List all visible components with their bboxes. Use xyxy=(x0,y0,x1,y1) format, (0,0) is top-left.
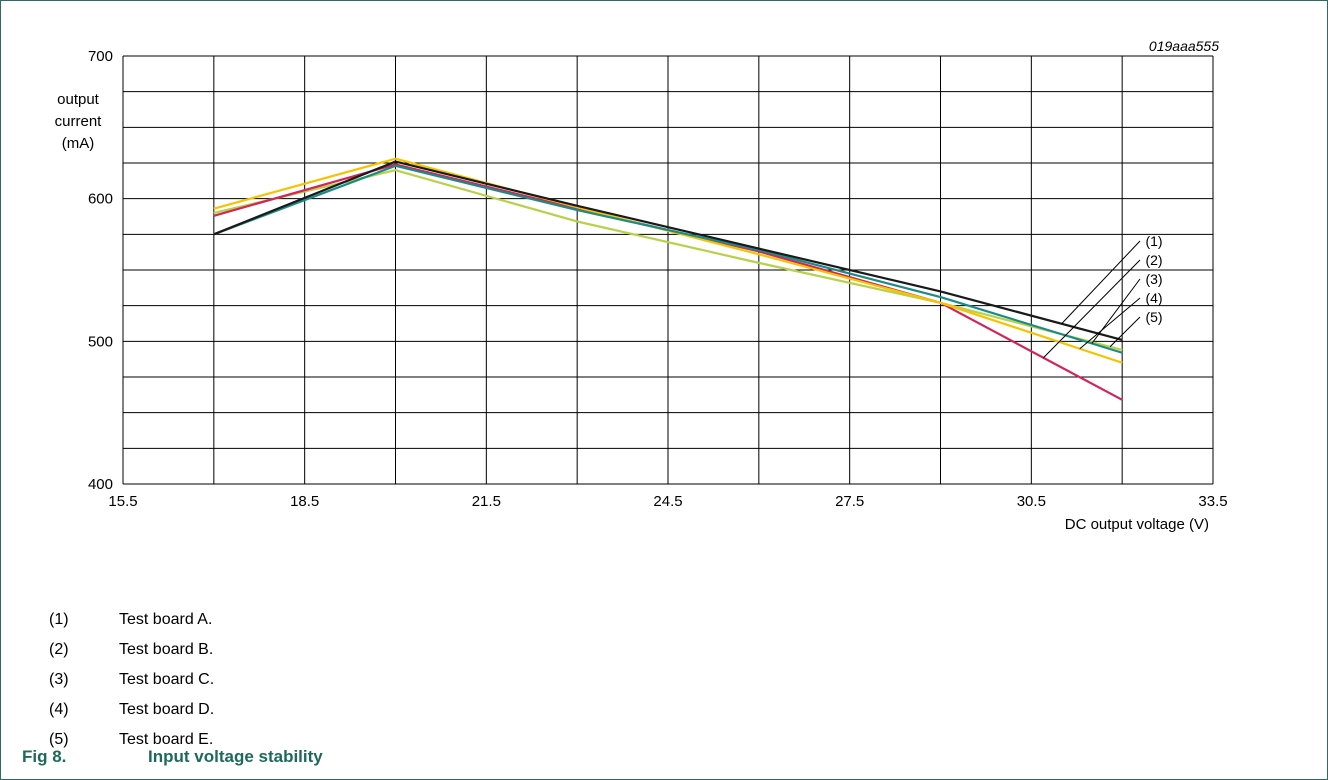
callout-leader-line xyxy=(1061,240,1141,325)
series-line xyxy=(213,160,1123,341)
y-tick-label: 400 xyxy=(88,476,113,493)
x-tick-label: 21.5 xyxy=(472,493,501,510)
series-lines xyxy=(213,157,1123,401)
x-tick-label: 27.5 xyxy=(835,493,864,510)
y-axis-label-line: (mA) xyxy=(62,135,95,152)
figure-title: Input voltage stability xyxy=(148,747,323,766)
legend-text: Test board A. xyxy=(119,611,213,628)
y-tick-label: 600 xyxy=(88,191,113,208)
series-callout-label: (4) xyxy=(1145,290,1162,306)
x-tick-label: 15.5 xyxy=(108,493,137,510)
y-axis-label-line: output xyxy=(57,91,100,108)
figure-number: Fig 8. xyxy=(22,747,67,766)
y-tick-label: 500 xyxy=(88,333,113,350)
x-tick-label: 18.5 xyxy=(290,493,319,510)
legend-text: Test board D. xyxy=(119,701,215,718)
callout-leader-line xyxy=(1109,316,1141,348)
legend-number: (2) xyxy=(49,641,69,658)
series-callout-label: (2) xyxy=(1145,252,1162,268)
figure-code: 019aaa555 xyxy=(1149,38,1219,54)
callout-leader-line xyxy=(1091,278,1141,344)
legend-number: (3) xyxy=(49,671,69,688)
series-line xyxy=(213,164,1123,354)
series-callout-label: (5) xyxy=(1145,309,1162,325)
legend-text: Test board E. xyxy=(119,731,214,748)
y-axis-label: output current (mA) xyxy=(55,91,103,152)
legend-number: (5) xyxy=(49,731,69,748)
series-callout-label: (1) xyxy=(1145,233,1162,249)
series-callouts: (1) (2) (3) (4) (5) xyxy=(1043,233,1163,359)
x-axis-label: DC output voltage (V) xyxy=(1065,516,1209,533)
line-chart: 15.5 18.5 21.5 24.5 27.5 30.5 33.5 400 500 600 700… xyxy=(55,38,1228,533)
figure-caption: Fig 8. Input voltage stability xyxy=(22,747,323,767)
x-tick-label: 24.5 xyxy=(653,493,682,510)
y-tick-label: 700 xyxy=(88,48,113,65)
grid xyxy=(122,55,1214,485)
callout-leader-line xyxy=(1043,259,1141,359)
legend-number: (1) xyxy=(49,611,69,628)
callout-leader-line xyxy=(1079,297,1141,350)
legend-text: Test board B. xyxy=(119,641,214,658)
legend-number: (4) xyxy=(49,701,69,718)
legend-text: Test board C. xyxy=(119,671,215,688)
x-tick-label: 33.5 xyxy=(1198,493,1227,510)
tick-labels: 15.5 18.5 21.5 24.5 27.5 30.5 33.5 400 500 600 700 xyxy=(88,48,1228,510)
y-axis-label-line: current xyxy=(55,113,103,130)
x-tick-label: 30.5 xyxy=(1017,493,1046,510)
series-callout-label: (3) xyxy=(1145,271,1162,287)
